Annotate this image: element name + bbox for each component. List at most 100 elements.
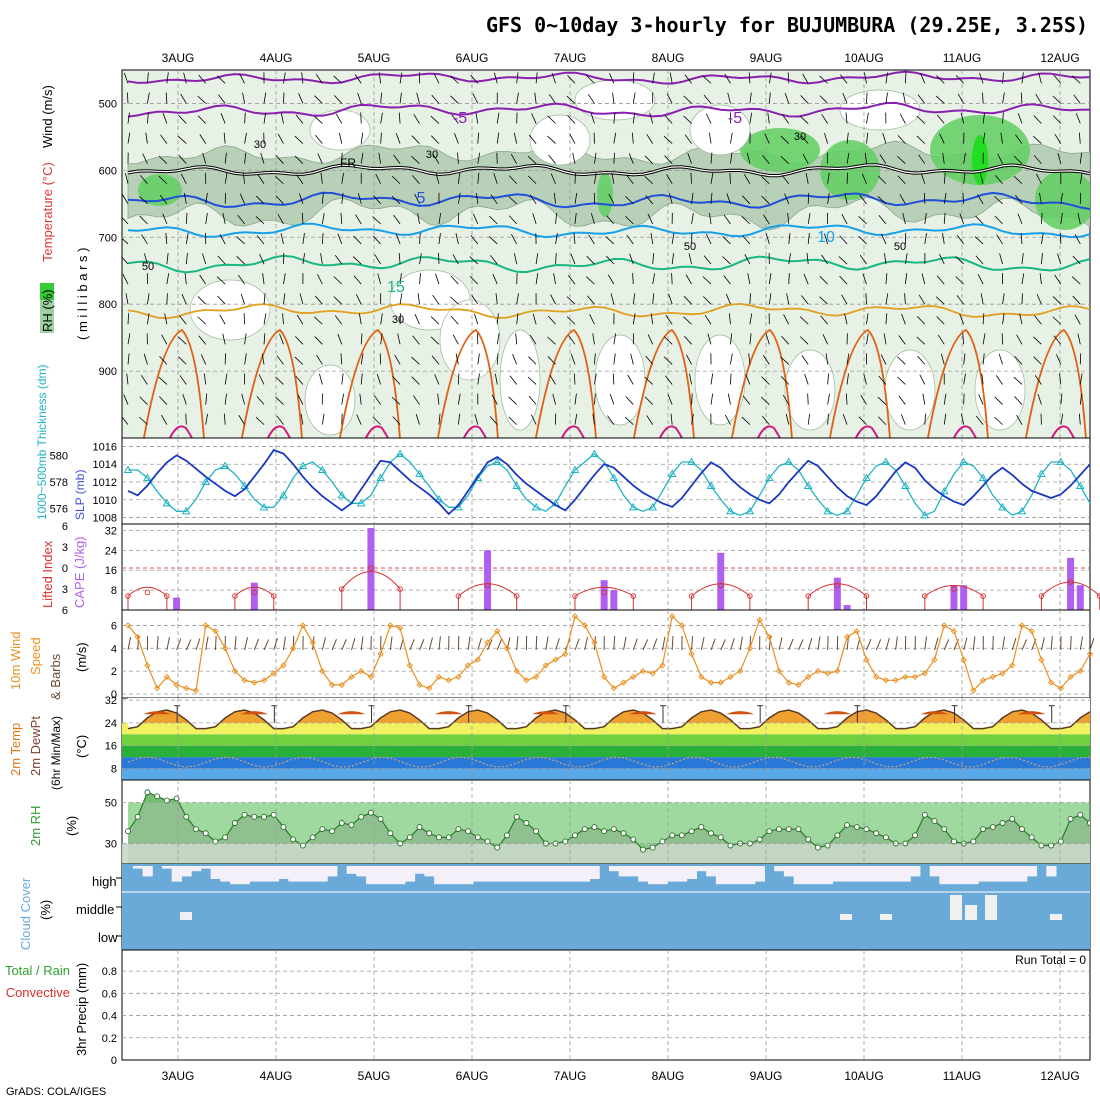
high-cloud-gap <box>842 866 853 882</box>
wind-barb <box>787 212 790 224</box>
wind-barb <box>866 333 869 345</box>
high-cloud-gap <box>317 866 328 882</box>
wind-barb <box>935 296 945 305</box>
wind-barb <box>508 196 517 205</box>
high-cloud-gap <box>531 866 542 882</box>
wind-barb <box>825 353 829 365</box>
wind-barb <box>277 214 284 225</box>
wind-speed-line <box>127 615 1091 692</box>
y-tick-label: 6 <box>111 620 117 632</box>
cloud-middle-label: middle <box>76 902 114 917</box>
rh-marker <box>591 824 598 831</box>
wind-barb <box>1041 253 1043 265</box>
rh-marker <box>387 830 394 837</box>
rh-marker <box>844 822 851 828</box>
wind-barb <box>314 295 323 305</box>
wind-barb <box>220 113 226 124</box>
wind-barb <box>141 234 148 245</box>
isotherm-30 <box>365 425 389 438</box>
wind-barb <box>652 293 655 305</box>
wind-barb <box>528 356 537 365</box>
thickness-marker <box>764 473 774 481</box>
wind-barb <box>624 416 634 425</box>
wind-barb <box>435 273 440 285</box>
rh-saturated-area <box>1035 170 1090 230</box>
wind-barb <box>749 112 753 124</box>
wind-barb <box>333 296 343 305</box>
wind-barb <box>142 153 148 164</box>
wind-barb <box>749 333 752 345</box>
wind-barb <box>646 415 654 425</box>
wind-barb <box>1073 94 1081 104</box>
li-cape-panel: 6 3 0 3 6 8 16 24 32 <box>62 521 1100 617</box>
wind-barb <box>395 233 401 245</box>
high-cloud-gap <box>443 866 455 885</box>
rh-marker <box>416 824 423 831</box>
wind-barb <box>223 413 226 425</box>
wind-barb <box>496 112 500 124</box>
high-cloud-gap <box>754 866 765 882</box>
surface-wind-barb <box>234 636 237 651</box>
wind-barb <box>898 335 906 345</box>
wind-barb <box>1036 293 1042 305</box>
wind-barb <box>275 396 284 405</box>
surface-wind-barb <box>817 636 821 651</box>
high-cloud-gap <box>774 866 785 872</box>
y-tick-label: 0.2 <box>102 1033 117 1045</box>
wind-barb <box>963 172 966 184</box>
wind-barb <box>143 353 148 365</box>
wind-barb <box>786 293 790 305</box>
wind-barb <box>181 293 187 305</box>
high-cloud-gap <box>132 866 144 869</box>
surface-wind-barb <box>341 639 347 651</box>
wind-barb <box>378 152 382 164</box>
surface-wind-barb <box>282 636 286 651</box>
wind-barb <box>610 293 615 305</box>
isotherm-10 <box>127 222 1090 239</box>
isotherm-30 <box>169 425 193 438</box>
wind-barb <box>553 273 556 285</box>
high-cloud-gap <box>939 866 950 885</box>
wind-barb <box>276 355 284 365</box>
temp-color-band <box>122 768 1090 780</box>
wind-barb <box>706 233 712 245</box>
isotherm-30 <box>561 425 585 438</box>
wind-barb <box>760 396 770 405</box>
high-cloud-gap <box>298 866 309 882</box>
wind-barb <box>859 194 867 205</box>
surface-wind-barb <box>895 636 898 651</box>
li-marker <box>144 589 151 596</box>
high-cloud-gap <box>482 866 493 882</box>
wind-barb <box>450 95 459 104</box>
rh-marker <box>134 813 141 820</box>
wind-barb <box>296 174 304 184</box>
wind10-panel: 0 2 4 6 <box>111 609 1095 701</box>
wind-speed-marker <box>1028 628 1035 635</box>
wind-barb <box>670 413 673 425</box>
high-cloud-gap <box>375 866 387 885</box>
high-cloud-gap <box>900 866 911 882</box>
wind-speed-marker <box>260 677 268 684</box>
li-marker <box>630 593 637 599</box>
wind-barb <box>244 112 246 124</box>
wind-speed-marker <box>620 679 627 686</box>
wind-barb <box>438 233 441 245</box>
wind-barb <box>1054 274 1062 285</box>
wind-barb <box>302 233 305 245</box>
wind-barb <box>897 175 906 185</box>
wind-barb <box>628 153 634 164</box>
wind-barb <box>430 316 440 325</box>
wind-barb <box>573 373 576 385</box>
wind-barb <box>880 354 887 365</box>
rh-marker <box>717 834 724 841</box>
wind-barb <box>244 132 247 144</box>
wind-barb <box>1034 315 1042 325</box>
wind-barb <box>566 316 576 325</box>
wind-barb <box>1052 95 1062 104</box>
temp-peak-fill <box>920 711 949 715</box>
top-date-label: 3AUG <box>162 51 195 65</box>
y-tick-label: 30 <box>105 839 117 851</box>
wind-barb <box>295 375 304 385</box>
wind-barb <box>255 216 265 225</box>
wind-barb <box>704 314 712 325</box>
